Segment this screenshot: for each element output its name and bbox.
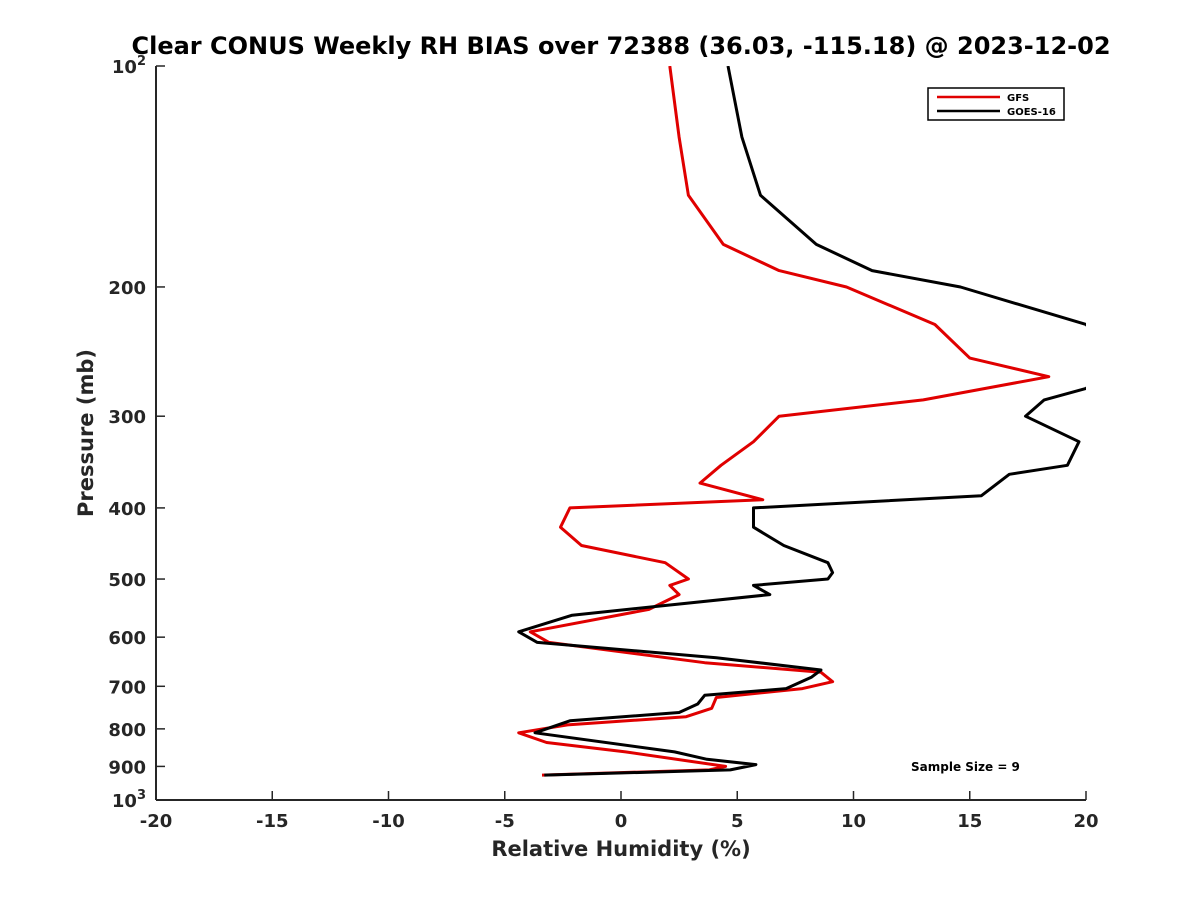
sample-size-annotation: Sample Size = 9	[911, 760, 1020, 774]
x-ticks: -20 -15 -10 -5 0 5 10 15 20	[140, 791, 1099, 832]
legend-box	[927, 87, 1065, 121]
y-tick-label: 600	[108, 628, 146, 649]
x-tick-label: -15	[256, 811, 289, 832]
y-tick-label: 400	[108, 499, 146, 520]
chart-title: Clear CONUS Weekly RH BIAS over 72388 (3…	[131, 32, 1110, 60]
x-tick-label: 5	[731, 811, 744, 832]
y-tick-label: 200	[108, 278, 146, 299]
x-axis-label: Relative Humidity (%)	[491, 837, 750, 861]
plot-area: -20 -15 -10 -5 0 5 10 15 20 102 200 300 400 500 600 70…	[108, 54, 1099, 832]
x-tick-label: 0	[615, 811, 628, 832]
y-ticks: 102 200 300 400 500 600 700 800 900 103	[108, 54, 165, 812]
y-axis-label: Pressure (mb)	[74, 349, 98, 517]
x-tick-label: -20	[140, 811, 173, 832]
y-tick-label: 102	[112, 54, 146, 78]
x-tick-label: 20	[1073, 811, 1098, 832]
x-tick-label: -10	[372, 811, 405, 832]
x-tick-label: 15	[957, 811, 982, 832]
x-tick-label: -5	[495, 811, 515, 832]
series-line-goes16	[517, 66, 1086, 777]
x-tick-label: 10	[841, 811, 866, 832]
legend: GFS GOES-16	[927, 87, 1065, 121]
y-tick-label: 500	[108, 570, 146, 591]
legend-label-gfs: GFS	[1007, 93, 1029, 104]
y-tick-label: 300	[108, 407, 146, 428]
y-tick-label: 900	[108, 757, 146, 778]
series-layer	[517, 66, 1086, 777]
y-tick-label: 700	[108, 677, 146, 698]
y-tick-label: 103	[112, 788, 146, 812]
y-tick-label: 800	[108, 720, 146, 741]
legend-label-goes16: GOES-16	[1007, 107, 1056, 118]
series-line-gfs	[517, 66, 1051, 777]
